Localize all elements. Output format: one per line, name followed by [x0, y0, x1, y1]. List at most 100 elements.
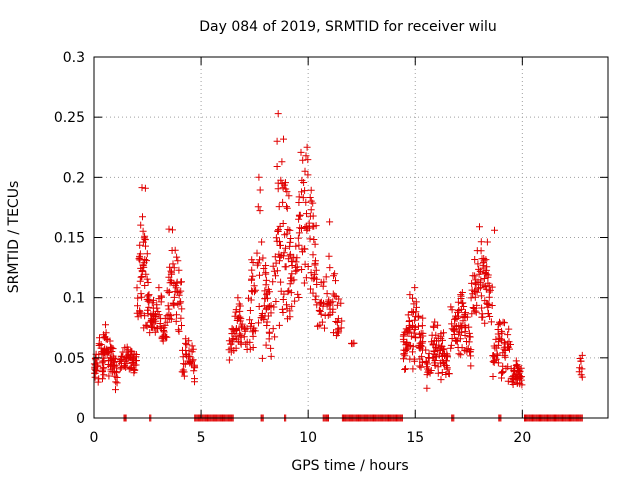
data-point — [332, 277, 339, 285]
data-point — [255, 173, 263, 181]
data-point — [138, 184, 146, 192]
data-point — [134, 302, 141, 310]
data-point — [260, 265, 268, 272]
data-point — [411, 357, 419, 365]
data-point — [283, 204, 291, 212]
data-point — [97, 344, 105, 352]
data-point — [476, 267, 484, 275]
data-point — [447, 341, 455, 349]
data-point — [295, 215, 303, 223]
data-point — [304, 171, 312, 179]
data-point — [249, 344, 257, 351]
data-point — [250, 282, 258, 290]
data-point — [472, 308, 480, 316]
data-point — [438, 369, 446, 376]
data-point — [482, 266, 490, 274]
data-point — [263, 322, 271, 329]
data-point — [172, 282, 179, 290]
data-point — [183, 341, 191, 349]
data-point — [307, 269, 315, 277]
data-point — [275, 321, 283, 329]
data-point — [100, 364, 108, 372]
data-point — [501, 353, 509, 361]
data-point — [483, 238, 491, 246]
data-point — [92, 366, 100, 374]
data-point — [576, 364, 584, 372]
data-point — [178, 305, 186, 313]
data-point — [236, 313, 244, 321]
data-point — [91, 373, 99, 381]
data-point — [180, 372, 188, 380]
data-point — [270, 267, 278, 275]
data-point — [144, 279, 152, 286]
data-point — [246, 338, 254, 346]
data-point — [406, 291, 414, 299]
data-point — [478, 313, 486, 321]
data-point — [225, 356, 233, 364]
data-point — [324, 311, 332, 319]
data-point — [426, 369, 434, 377]
data-point — [399, 332, 407, 340]
data-point — [269, 325, 277, 333]
axis-ticks — [93, 56, 608, 419]
data-point — [506, 345, 513, 353]
data-point — [286, 252, 294, 260]
data-point — [258, 314, 266, 322]
data-point — [134, 294, 142, 302]
data-point — [276, 222, 284, 230]
data-point — [280, 135, 287, 143]
data-point — [488, 302, 496, 309]
data-point — [102, 329, 110, 337]
data-point — [309, 251, 317, 259]
data-point — [498, 369, 506, 376]
data-point — [412, 334, 420, 342]
data-point — [267, 344, 275, 352]
data-point — [486, 313, 494, 320]
data-point — [316, 307, 324, 315]
data-point — [491, 226, 498, 234]
data-point — [179, 346, 186, 354]
data-point — [419, 314, 427, 322]
data-point — [283, 305, 291, 313]
data-point — [331, 270, 339, 278]
data-point — [402, 365, 409, 373]
data-point — [467, 294, 475, 302]
data-point — [178, 368, 186, 376]
data-point — [151, 328, 159, 336]
data-point — [241, 327, 249, 335]
data-point — [127, 363, 135, 371]
data-point — [234, 294, 242, 302]
y-tick-label: 0.3 — [63, 50, 85, 66]
data-point — [288, 302, 296, 310]
data-point — [282, 263, 290, 271]
data-point — [320, 278, 328, 286]
data-point — [410, 329, 418, 337]
data-point — [577, 371, 585, 379]
data-point — [112, 378, 120, 386]
data-point — [111, 372, 119, 380]
data-point — [309, 222, 317, 230]
data-point — [307, 197, 315, 205]
data-point — [174, 300, 182, 308]
data-point — [286, 226, 294, 234]
data-point — [469, 290, 477, 298]
data-point — [191, 378, 198, 386]
data-point — [228, 336, 236, 344]
data-point — [113, 379, 121, 387]
data-point — [271, 333, 279, 341]
data-point — [275, 250, 283, 258]
data-point — [504, 363, 512, 371]
data-point — [409, 294, 416, 302]
data-point — [290, 276, 298, 284]
data-point — [282, 179, 289, 187]
data-point — [237, 340, 245, 348]
data-point — [157, 292, 165, 300]
data-point — [496, 320, 504, 328]
data-point — [256, 271, 263, 279]
data-point — [431, 318, 439, 326]
data-point — [138, 273, 146, 280]
data-point — [133, 284, 141, 292]
data-point — [450, 331, 458, 338]
data-point — [112, 386, 119, 394]
data-point — [95, 340, 103, 348]
